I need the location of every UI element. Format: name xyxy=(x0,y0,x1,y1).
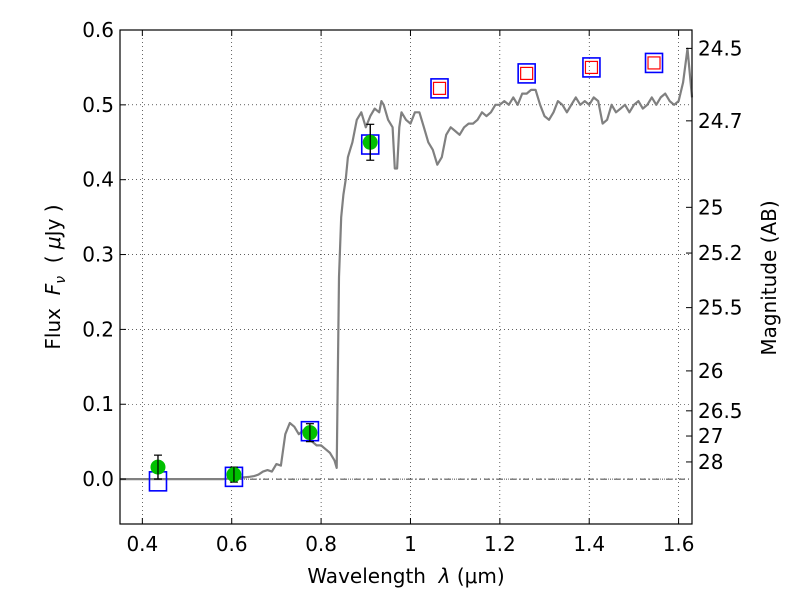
x-tick-label: 0.8 xyxy=(305,532,337,556)
y2-tick-label: 28 xyxy=(698,450,723,474)
x-tick-label: 1.6 xyxy=(663,532,695,556)
y2-tick-label: 26.5 xyxy=(698,399,743,423)
blue-square-marker xyxy=(430,78,449,99)
blue-square-marker xyxy=(582,57,601,78)
ticks: 0.4 0.6 0.8 1 1.2 1.4 1.6 0.0 0.1 0.2 0.3 0.4 0.5 0.6… xyxy=(82,18,742,556)
y-tick-label: 0.2 xyxy=(82,317,114,341)
y2-tick-label: 25.2 xyxy=(698,241,743,265)
y2-tick-label: 24.5 xyxy=(698,36,743,60)
x-tick-label: 1.4 xyxy=(573,532,605,556)
plot-area xyxy=(120,47,694,492)
y-axis-label: Flux Fν ( μJy ) xyxy=(41,204,69,349)
red-square-marker xyxy=(647,56,661,70)
red-square-marker xyxy=(520,66,534,81)
y2-tick-label: 25 xyxy=(698,195,723,219)
x-tick-label: 1.2 xyxy=(484,532,516,556)
y2-tick-label: 25.5 xyxy=(698,296,743,320)
y2-tick-label: 24.7 xyxy=(698,109,743,133)
y-tick-label: 0.6 xyxy=(82,18,114,42)
red-square-marker xyxy=(584,60,599,75)
blue-square-marker xyxy=(517,63,536,84)
y-tick-label: 0.4 xyxy=(82,168,114,192)
red-square-marker xyxy=(432,81,447,95)
y2-axis-label: Magnitude (AB) xyxy=(757,200,781,355)
y-tick-label: 0.1 xyxy=(82,392,114,416)
x-tick-label: 1 xyxy=(404,532,417,556)
model-spectrum-line xyxy=(120,47,694,481)
blue-square-marker xyxy=(644,52,664,74)
x-tick-label: 0.4 xyxy=(126,532,158,556)
plot-frame xyxy=(119,29,693,525)
y-tick-label: 0.3 xyxy=(82,243,114,267)
y-tick-label: 0.5 xyxy=(82,93,114,117)
x-tick-label: 0.6 xyxy=(216,532,248,556)
y-tick-label: 0.0 xyxy=(82,467,114,491)
x-axis-label: Wavelength λ (μm) xyxy=(307,564,504,588)
y2-tick-label: 27 xyxy=(698,424,723,448)
grid xyxy=(120,29,692,524)
y2-tick-label: 26 xyxy=(698,359,723,383)
